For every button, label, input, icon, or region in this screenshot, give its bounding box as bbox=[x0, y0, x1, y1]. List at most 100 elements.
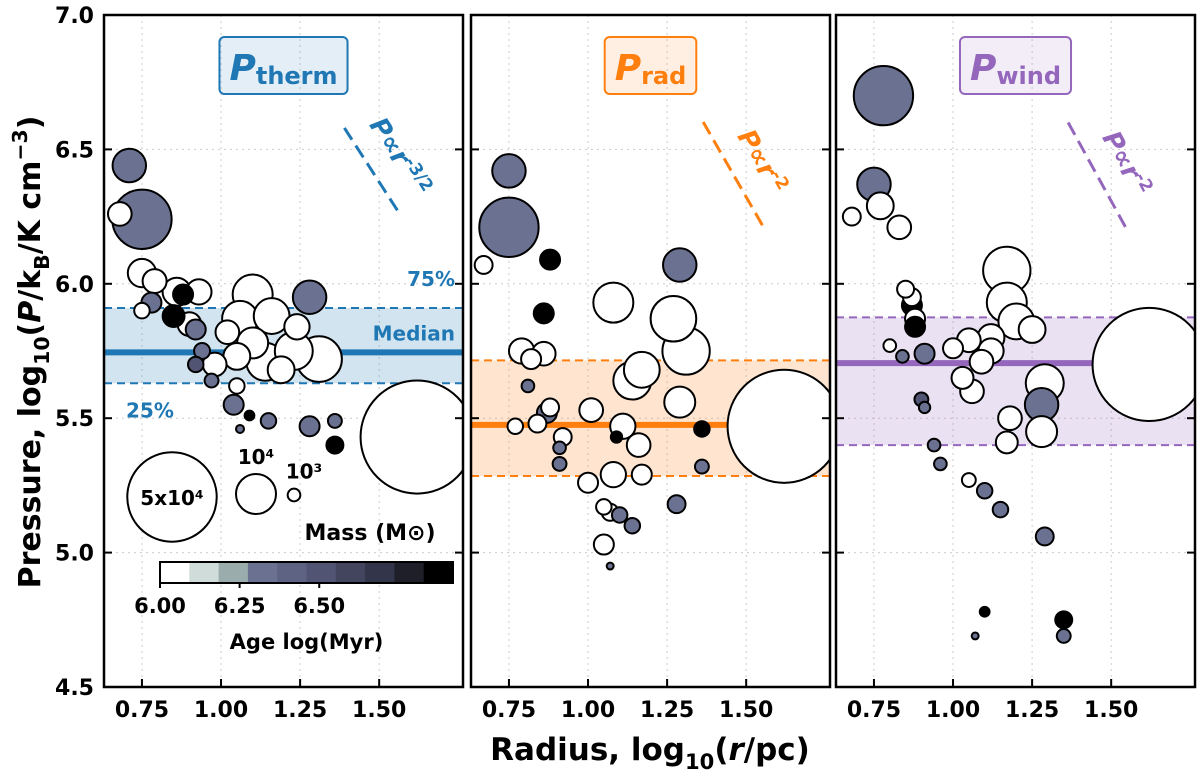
panel-title: Ptherm bbox=[229, 48, 337, 90]
cluster-bubble bbox=[609, 430, 624, 444]
title-main: P bbox=[970, 48, 996, 89]
x-tick-label: 1.25 bbox=[273, 698, 327, 723]
panel: P∝r-2 bbox=[471, 15, 830, 687]
y-axis-label: Pressure, log10(P/kB/K cm−3) bbox=[8, 116, 54, 589]
cluster-bubble bbox=[693, 458, 710, 475]
axis-label-part: Radius, log bbox=[490, 732, 685, 768]
cluster-bubble bbox=[551, 455, 568, 472]
cluster-bubble bbox=[895, 349, 910, 364]
cluster-bubble bbox=[298, 415, 321, 438]
cluster-bubble bbox=[926, 437, 942, 453]
cluster-bubble bbox=[933, 456, 948, 472]
cluster-bubble bbox=[622, 350, 661, 389]
size-legend-label: 5x10⁴ bbox=[140, 486, 203, 510]
cluster-bubble bbox=[491, 153, 527, 189]
axis-label-part: r bbox=[728, 732, 745, 768]
x-tick-label: 1.50 bbox=[719, 698, 773, 723]
y-tick-label: 4.5 bbox=[55, 676, 94, 701]
quartile-label: 75% bbox=[407, 267, 455, 291]
x-tick-label: 1.25 bbox=[1005, 698, 1059, 723]
x-tick-label: 0.75 bbox=[847, 698, 901, 723]
cluster-bubble bbox=[1025, 415, 1059, 449]
median-label: Median bbox=[373, 321, 455, 345]
panel-title-box bbox=[603, 36, 698, 95]
panel-title: Prad bbox=[615, 48, 687, 90]
x-tick-label: 1.25 bbox=[640, 698, 694, 723]
colorbar-frame bbox=[159, 561, 454, 584]
y-tick-label: 6.0 bbox=[55, 273, 94, 298]
cluster-bubble bbox=[592, 533, 615, 556]
colorbar-segment bbox=[306, 562, 337, 583]
cluster-bubble bbox=[865, 191, 895, 221]
axis-label-part: B bbox=[30, 254, 54, 270]
x-tick-label: 1.50 bbox=[352, 698, 406, 723]
cluster-bubble bbox=[599, 460, 627, 489]
x-tick-label: 0.75 bbox=[482, 698, 536, 723]
trend-exponent: -3/2 bbox=[400, 154, 437, 196]
y-tick-label: 6.5 bbox=[55, 138, 94, 163]
colorbar-tick-label: 6.00 bbox=[134, 594, 186, 618]
cluster-bubble bbox=[726, 368, 830, 484]
axis-label-part: /k bbox=[13, 269, 48, 301]
cluster-bubble bbox=[325, 435, 345, 455]
axis-label-part: 10 bbox=[685, 749, 714, 774]
cluster-bubble bbox=[133, 301, 151, 320]
colorbar-segment bbox=[189, 562, 220, 583]
y-tick-label: 5.5 bbox=[55, 407, 94, 432]
cluster-bubble bbox=[630, 463, 653, 486]
size-legend-marker bbox=[235, 473, 277, 515]
panel-frame bbox=[102, 13, 465, 689]
panel-title-box bbox=[218, 36, 349, 95]
colorbar-tick-label: 6.50 bbox=[293, 594, 345, 618]
title-subscript: wind bbox=[996, 62, 1061, 90]
size-legend-label: 10⁴ bbox=[238, 445, 275, 469]
cluster-bubble bbox=[259, 412, 278, 430]
x-tick-label: 1.00 bbox=[561, 698, 615, 723]
axis-label-part: Pressure, log bbox=[13, 365, 48, 589]
cluster-bubble bbox=[106, 201, 133, 227]
cluster-bubble bbox=[1034, 526, 1055, 547]
cluster-bubble bbox=[913, 342, 936, 365]
x-tick-label: 1.00 bbox=[194, 698, 248, 723]
panel-title: Pwind bbox=[970, 48, 1061, 90]
cluster-bubble bbox=[605, 561, 615, 571]
panel-title-group: Prad bbox=[603, 36, 698, 95]
cluster-bubble bbox=[540, 397, 561, 418]
cluster-bubble bbox=[950, 365, 975, 390]
axis-label-part: ( bbox=[714, 732, 728, 768]
colorbar-segment bbox=[218, 562, 249, 583]
colorbar-segment bbox=[365, 562, 395, 583]
colorbar-segment bbox=[394, 562, 425, 583]
cluster-bubble bbox=[520, 378, 536, 394]
panel-title-group: Pwind bbox=[958, 36, 1073, 95]
cluster-bubble bbox=[266, 355, 296, 385]
axis-label-part: −3 bbox=[8, 129, 32, 160]
cluster-bubble bbox=[527, 413, 548, 434]
colorbar-segment bbox=[247, 562, 278, 583]
cluster-bubble bbox=[172, 283, 195, 306]
panel: P∝r-2 bbox=[836, 15, 1195, 687]
panel-frame bbox=[834, 13, 1197, 689]
colorbar-segment bbox=[423, 562, 454, 583]
cluster-bubble bbox=[578, 397, 605, 423]
cluster-bubble bbox=[359, 379, 463, 495]
cluster-bubble bbox=[592, 281, 635, 324]
size-legend-label: 10³ bbox=[286, 460, 323, 484]
cluster-bubble bbox=[283, 313, 311, 341]
cluster-bubble bbox=[235, 423, 246, 434]
colorbar-segment bbox=[335, 562, 366, 583]
colorbar-tick-label: 6.25 bbox=[214, 594, 266, 618]
cluster-bubble bbox=[886, 214, 913, 241]
cluster-bubble bbox=[291, 279, 328, 315]
axis-label-part: ) bbox=[13, 116, 48, 130]
title-subscript: therm bbox=[256, 62, 338, 90]
cluster-bubble bbox=[662, 247, 698, 283]
cluster-bubble bbox=[904, 315, 927, 338]
size-legend-marker bbox=[286, 487, 302, 503]
cluster-bubble bbox=[595, 498, 613, 516]
cluster-bubble bbox=[243, 409, 256, 422]
quartile-label: 25% bbox=[126, 398, 174, 422]
cluster-bubble bbox=[991, 500, 1010, 519]
panel-title-group: Ptherm bbox=[218, 36, 349, 95]
panel-title-box bbox=[958, 36, 1073, 95]
